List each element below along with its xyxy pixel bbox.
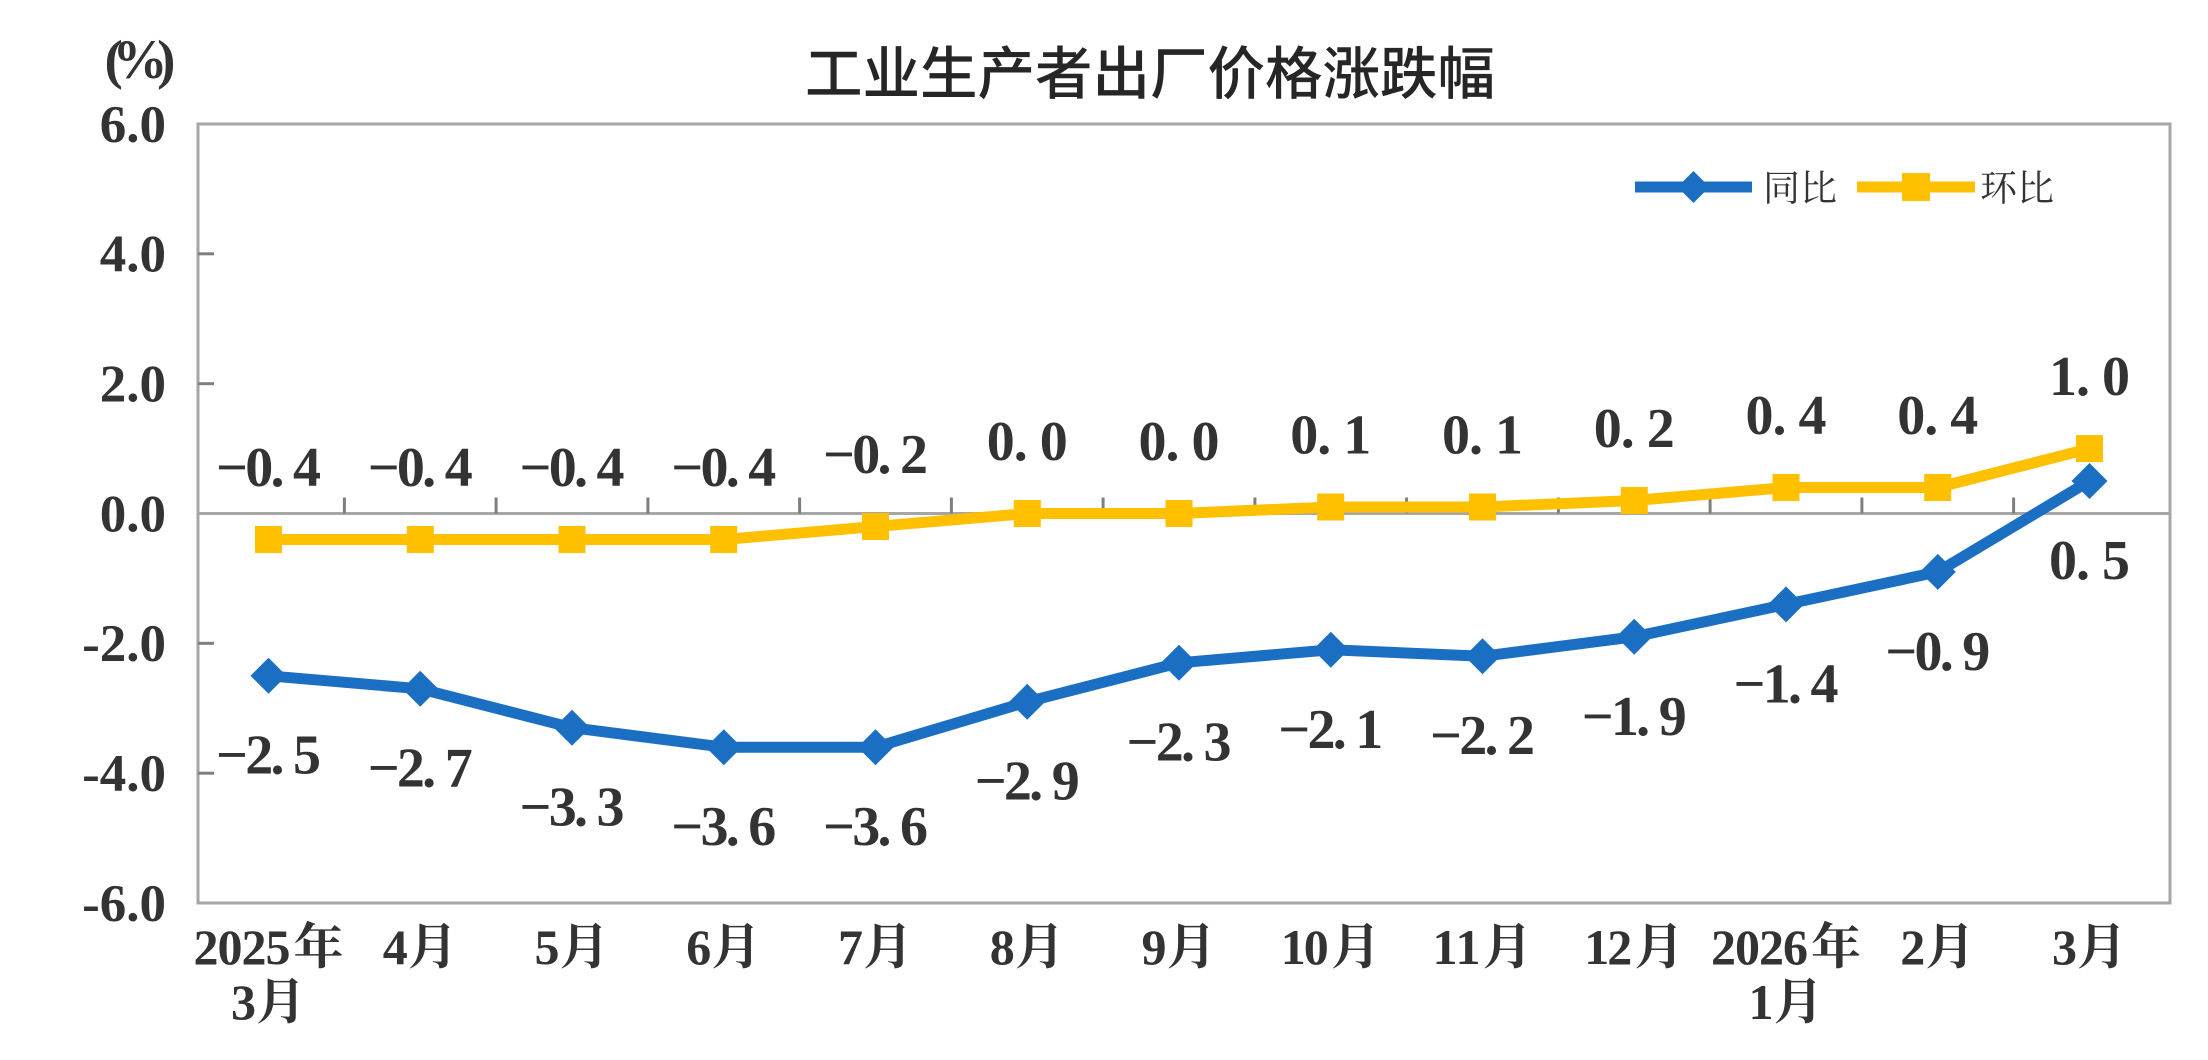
svg-text:-4.0: -4.0 (82, 745, 166, 803)
svg-text:−1. 9: −1. 9 (1582, 686, 1687, 748)
svg-text:4.0: 4.0 (100, 226, 166, 284)
svg-text:−2. 1: −2. 1 (1278, 699, 1383, 761)
svg-text:0. 1: 0. 1 (1290, 404, 1371, 466)
svg-text:2: 2 (1900, 919, 1925, 975)
svg-text:−2. 5: −2. 5 (216, 725, 321, 787)
svg-text:8: 8 (990, 919, 1015, 975)
svg-text:10: 10 (1281, 919, 1329, 975)
svg-text:0. 5: 0. 5 (2049, 530, 2130, 592)
svg-text:−2. 9: −2. 9 (975, 751, 1080, 813)
svg-text:0. 2: 0. 2 (1594, 398, 1675, 460)
svg-text:0. 4: 0. 4 (1746, 385, 1827, 447)
svg-text:−0. 4: −0. 4 (520, 437, 625, 499)
svg-text:9: 9 (1142, 919, 1167, 975)
svg-text:7: 7 (838, 919, 863, 975)
svg-text:(%): (%) (105, 29, 176, 90)
svg-text:−2. 3: −2. 3 (1127, 712, 1232, 774)
svg-text:3: 3 (2052, 919, 2077, 975)
svg-text:−0. 4: −0. 4 (368, 437, 473, 499)
svg-text:1: 1 (1749, 974, 1774, 1030)
svg-text:0. 0: 0. 0 (1139, 411, 1220, 473)
svg-text:−0. 9: −0. 9 (1885, 621, 1990, 683)
svg-text:−0. 4: −0. 4 (671, 437, 776, 499)
svg-text:−3. 6: −3. 6 (823, 796, 928, 858)
svg-text:−2. 7: −2. 7 (368, 738, 473, 800)
svg-text:0. 1: 0. 1 (1442, 404, 1523, 466)
svg-text:-2.0: -2.0 (82, 615, 166, 673)
svg-text:-6.0: -6.0 (82, 875, 166, 933)
svg-text:12: 12 (1584, 919, 1632, 975)
svg-text:6.0: 6.0 (100, 96, 166, 154)
svg-text:0.0: 0.0 (100, 485, 166, 543)
svg-text:0. 0: 0. 0 (987, 411, 1068, 473)
svg-text:6: 6 (686, 919, 711, 975)
svg-text:1. 0: 1. 0 (2049, 346, 2130, 408)
svg-text:−0. 2: −0. 2 (823, 424, 928, 486)
svg-text:5: 5 (535, 919, 560, 975)
svg-text:−2. 2: −2. 2 (1430, 705, 1535, 767)
svg-text:3: 3 (231, 974, 256, 1030)
svg-text:2.0: 2.0 (100, 356, 166, 414)
svg-text:2025: 2025 (194, 919, 291, 975)
svg-text:4: 4 (383, 919, 408, 975)
svg-text:0. 4: 0. 4 (1897, 385, 1978, 447)
svg-text:−0. 4: −0. 4 (216, 437, 321, 499)
svg-text:2026: 2026 (1711, 919, 1808, 975)
svg-text:−1. 4: −1. 4 (1734, 653, 1839, 715)
svg-text:11: 11 (1433, 919, 1481, 975)
svg-text:−3. 3: −3. 3 (520, 777, 625, 839)
svg-text:−3. 6: −3. 6 (671, 796, 776, 858)
